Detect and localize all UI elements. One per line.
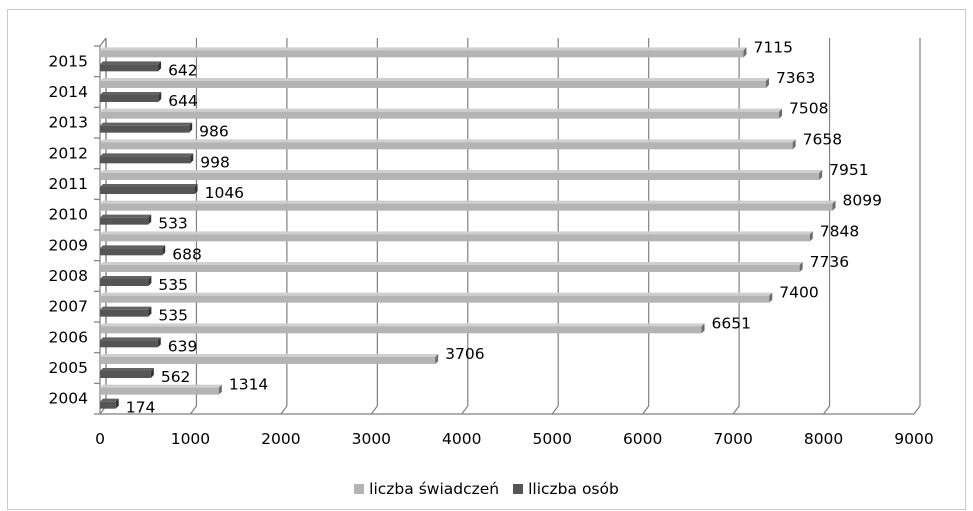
legend: liczba świadczeń lliczba osób <box>0 480 973 498</box>
floor-line <box>823 405 831 415</box>
data-label: 1314 <box>229 376 268 394</box>
y-tick-label: 2015 <box>49 52 88 70</box>
data-label: 8099 <box>843 192 882 210</box>
axis-corner <box>99 37 107 47</box>
data-label: 7115 <box>754 38 793 56</box>
y-tick-label: 2004 <box>49 390 88 408</box>
data-label: 533 <box>158 215 188 233</box>
y-tick-label: 2012 <box>49 144 88 162</box>
bar-osob-2004 <box>100 398 119 409</box>
y-tick-label: 2013 <box>49 114 88 132</box>
bar-osob-2011 <box>100 184 198 194</box>
y-tick-label: 2014 <box>49 83 88 101</box>
bar-osob-2005 <box>100 368 154 378</box>
y-tick-label: 2007 <box>49 298 88 316</box>
bar-osob-2015 <box>100 61 162 72</box>
data-label: 986 <box>199 123 229 141</box>
x-tick-label: 2000 <box>261 430 300 448</box>
x-tick-label: 4000 <box>442 430 481 448</box>
chart-frame <box>7 9 966 510</box>
bar-swiadczen-2004 <box>100 384 222 395</box>
data-label: 562 <box>161 368 191 386</box>
floor-line <box>461 405 469 415</box>
data-label: 7736 <box>810 253 849 271</box>
bar-swiadczen-2010 <box>100 200 836 211</box>
bar-osob-2007 <box>100 306 152 317</box>
data-label: 644 <box>168 92 198 110</box>
bar-osob-2014 <box>100 92 162 102</box>
x-tick-label: 7000 <box>713 430 752 448</box>
bar-swiadczen-2009 <box>100 231 813 242</box>
data-label: 535 <box>158 307 188 325</box>
bar-layer <box>100 47 836 409</box>
legend-item-series-2: lliczba osób <box>513 480 619 498</box>
bar-swiadczen-2008 <box>100 262 803 272</box>
y-tick-label: 2009 <box>49 236 88 254</box>
data-label: 7951 <box>829 161 868 179</box>
floor-line <box>370 405 378 415</box>
floor-line <box>280 405 288 415</box>
bar-osob-2013 <box>100 122 193 133</box>
data-label: 1046 <box>205 184 244 202</box>
legend-label-series-2: lliczba osób <box>528 480 619 498</box>
data-label: 639 <box>168 337 198 355</box>
data-label: 535 <box>158 276 188 294</box>
x-tick-label: 3000 <box>352 430 391 448</box>
data-label: 688 <box>172 245 202 263</box>
bar-swiadczen-2007 <box>100 292 773 303</box>
data-label: 998 <box>200 153 230 171</box>
data-label: 7400 <box>779 284 818 302</box>
bar-osob-2006 <box>100 337 161 348</box>
y-tick-label: 2010 <box>49 206 88 224</box>
x-tick-label: 5000 <box>532 430 571 448</box>
label-layer: 0 1000 2000 3000 4000 5000 6000 7000 8000 9000 200… <box>49 38 934 448</box>
floor-line <box>913 405 921 415</box>
floor-line <box>189 405 197 415</box>
x-tick-label: 0 <box>95 430 105 448</box>
bar-osob-2010 <box>100 214 152 225</box>
floor-line <box>732 405 740 415</box>
bar-swiadczen-2014 <box>100 78 769 88</box>
data-label: 6651 <box>712 314 751 332</box>
data-label: 7363 <box>776 69 815 87</box>
data-label: 642 <box>168 61 198 79</box>
bar-swiadczen-2013 <box>100 108 783 119</box>
y-tick-label: 2006 <box>49 328 88 346</box>
bar-swiadczen-2006 <box>100 323 705 334</box>
legend-label-series-1: liczba świadczeń <box>369 480 500 498</box>
data-label: 7848 <box>820 222 859 240</box>
y-tick-label: 2008 <box>49 267 88 285</box>
data-label: 7658 <box>803 130 842 148</box>
legend-item-series-1: liczba świadczeń <box>354 480 499 498</box>
bar-osob-2012 <box>100 153 194 164</box>
y-tick-label: 2011 <box>49 175 88 193</box>
bar-osob-2008 <box>100 276 152 286</box>
x-tick-label: 6000 <box>623 430 662 448</box>
bar-swiadczen-2005 <box>100 354 439 364</box>
legend-swatch-series-2 <box>513 484 524 494</box>
bar-swiadczen-2011 <box>100 170 823 180</box>
data-label: 7508 <box>789 100 828 118</box>
floor-line <box>551 405 559 415</box>
x-tick-label: 1000 <box>171 430 210 448</box>
y-tick-label: 2005 <box>49 359 88 377</box>
floor-line <box>642 405 650 415</box>
legend-swatch-series-1 <box>354 484 365 494</box>
data-label: 174 <box>126 399 156 417</box>
bar-swiadczen-2012 <box>100 139 796 150</box>
x-tick-label: 8000 <box>804 430 843 448</box>
bar-swiadczen-2015 <box>100 47 747 58</box>
data-label: 3706 <box>445 345 484 363</box>
bar-osob-2009 <box>100 245 166 256</box>
x-tick-label: 9000 <box>894 430 933 448</box>
